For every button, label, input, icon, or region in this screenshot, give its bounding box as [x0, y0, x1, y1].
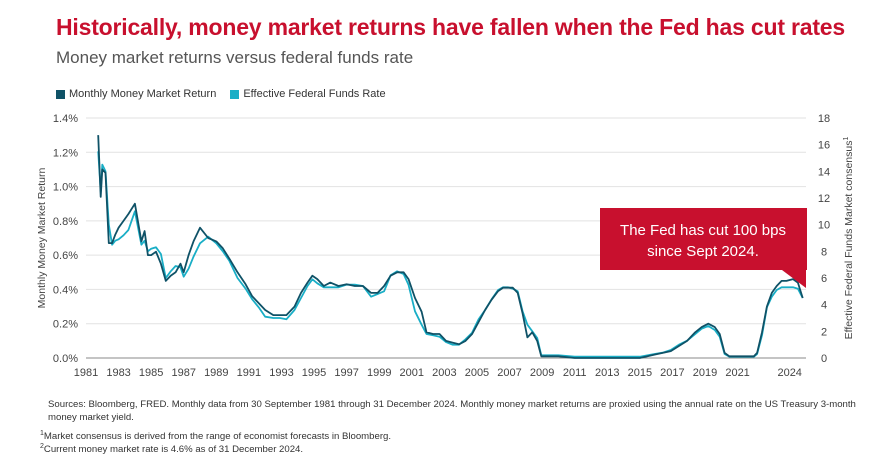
chart-title: Historically, money market returns have … — [56, 14, 845, 40]
chart-area: 0.0% 0.2% 0.4% 0.6% 0.8% 1.0% 1.2% 1.4% 0 2 4 6 8 10 1… — [0, 100, 890, 390]
x-tick-label: 1981 — [74, 367, 98, 379]
legend-label-money-market: Monthly Money Market Return — [69, 88, 217, 100]
x-tick-label: 2017 — [660, 367, 684, 379]
x-tick-label: 2007 — [497, 367, 521, 379]
legend-item-fed-funds: Effective Federal Funds Rate — [230, 88, 386, 100]
x-tick-label: 2024 — [777, 367, 801, 379]
series-line-money-market — [97, 135, 804, 359]
y2-axis-title: Effective Federal Funds Market consensus… — [843, 137, 855, 340]
chart-subtitle: Money market returns versus federal fund… — [56, 48, 414, 67]
y-tick-label: 1.4% — [53, 113, 78, 125]
x-tick-label: 1983 — [106, 367, 130, 379]
y-tick-label: 1.2% — [53, 147, 78, 159]
x-tick-label: 2001 — [400, 367, 424, 379]
legend-label-fed-funds: Effective Federal Funds Rate — [243, 88, 386, 100]
legend-swatch-fed-funds — [230, 89, 240, 99]
legend-swatch-money-market — [56, 89, 65, 99]
footnote-1-mark: 1 — [40, 430, 44, 437]
y2-tick-label: 10 — [818, 220, 830, 232]
legend: Monthly Money Market Return Effective Fe… — [56, 88, 386, 100]
footnote-1-text: Market consensus is derived from the ran… — [43, 431, 392, 443]
y2-tick-label: 4 — [821, 300, 827, 312]
x-tick-label: 2011 — [563, 367, 587, 379]
y-tick-label: 0.0% — [53, 353, 78, 365]
annotation-text-line2: since Sept 2024. — [647, 243, 759, 260]
y2-tick-label: 16 — [818, 140, 830, 152]
y2-tick-label: 0 — [821, 353, 827, 365]
y2-tick-label: 18 — [818, 113, 830, 125]
y2-tick-label: 8 — [821, 246, 827, 258]
y-tick-label: 1.0% — [53, 182, 78, 194]
x-tick-label: 2013 — [595, 367, 619, 379]
x-tick-label: 1999 — [367, 367, 391, 379]
footnote-2-mark: 2 — [40, 443, 44, 450]
y2-axis-title-mark: 1 — [843, 137, 850, 141]
x-tick-label: 2015 — [628, 367, 652, 379]
x-tick-label: 1993 — [269, 367, 293, 379]
y-tick-label: 0.6% — [53, 250, 78, 262]
x-tick-label: 1985 — [139, 367, 163, 379]
x-tick-label: 2009 — [530, 367, 554, 379]
x-tick-label: 2019 — [693, 367, 717, 379]
y2-tick-label: 14 — [818, 166, 830, 178]
sources-note: Sources: Bloomberg, FRED. Monthly data f… — [48, 399, 856, 423]
x-tick-label: 1987 — [171, 367, 195, 379]
y-tick-label: 0.4% — [53, 284, 78, 296]
x-tick-label: 1997 — [334, 367, 358, 379]
line-chart: 0.0% 0.2% 0.4% 0.6% 0.8% 1.0% 1.2% 1.4% 0 2 4 6 8 10 1… — [36, 113, 855, 379]
x-tick-label: 1995 — [302, 367, 326, 379]
x-tick-label: 2021 — [725, 367, 749, 379]
y-tick-label: 0.8% — [53, 216, 78, 228]
series-line-fed-funds — [97, 151, 804, 358]
annotation-pointer — [782, 270, 806, 288]
x-tick-label: 1991 — [237, 367, 261, 379]
x-tick-label: 1989 — [204, 367, 228, 379]
y2-tick-label: 2 — [821, 326, 827, 338]
x-tick-label: 2005 — [465, 367, 489, 379]
legend-item-money-market: Monthly Money Market Return — [56, 88, 216, 100]
footnote-2-text: Current money market rate is 4.6% as of … — [43, 444, 304, 456]
footnote-2: 2Current money market rate is 4.6% as of… — [40, 443, 303, 455]
x-tick-label: 2003 — [432, 367, 456, 379]
annotation-text-line1: The Fed has cut 100 bps — [620, 222, 786, 239]
annotation-box — [600, 208, 807, 270]
y2-tick-label: 12 — [818, 193, 830, 205]
y2-tick-label: 6 — [821, 273, 827, 285]
y-axis-title: Monthly Money Market Return — [36, 168, 48, 309]
footnote-1: 1Market consensus is derived from the ra… — [40, 430, 391, 442]
y-tick-label: 0.2% — [53, 319, 78, 331]
